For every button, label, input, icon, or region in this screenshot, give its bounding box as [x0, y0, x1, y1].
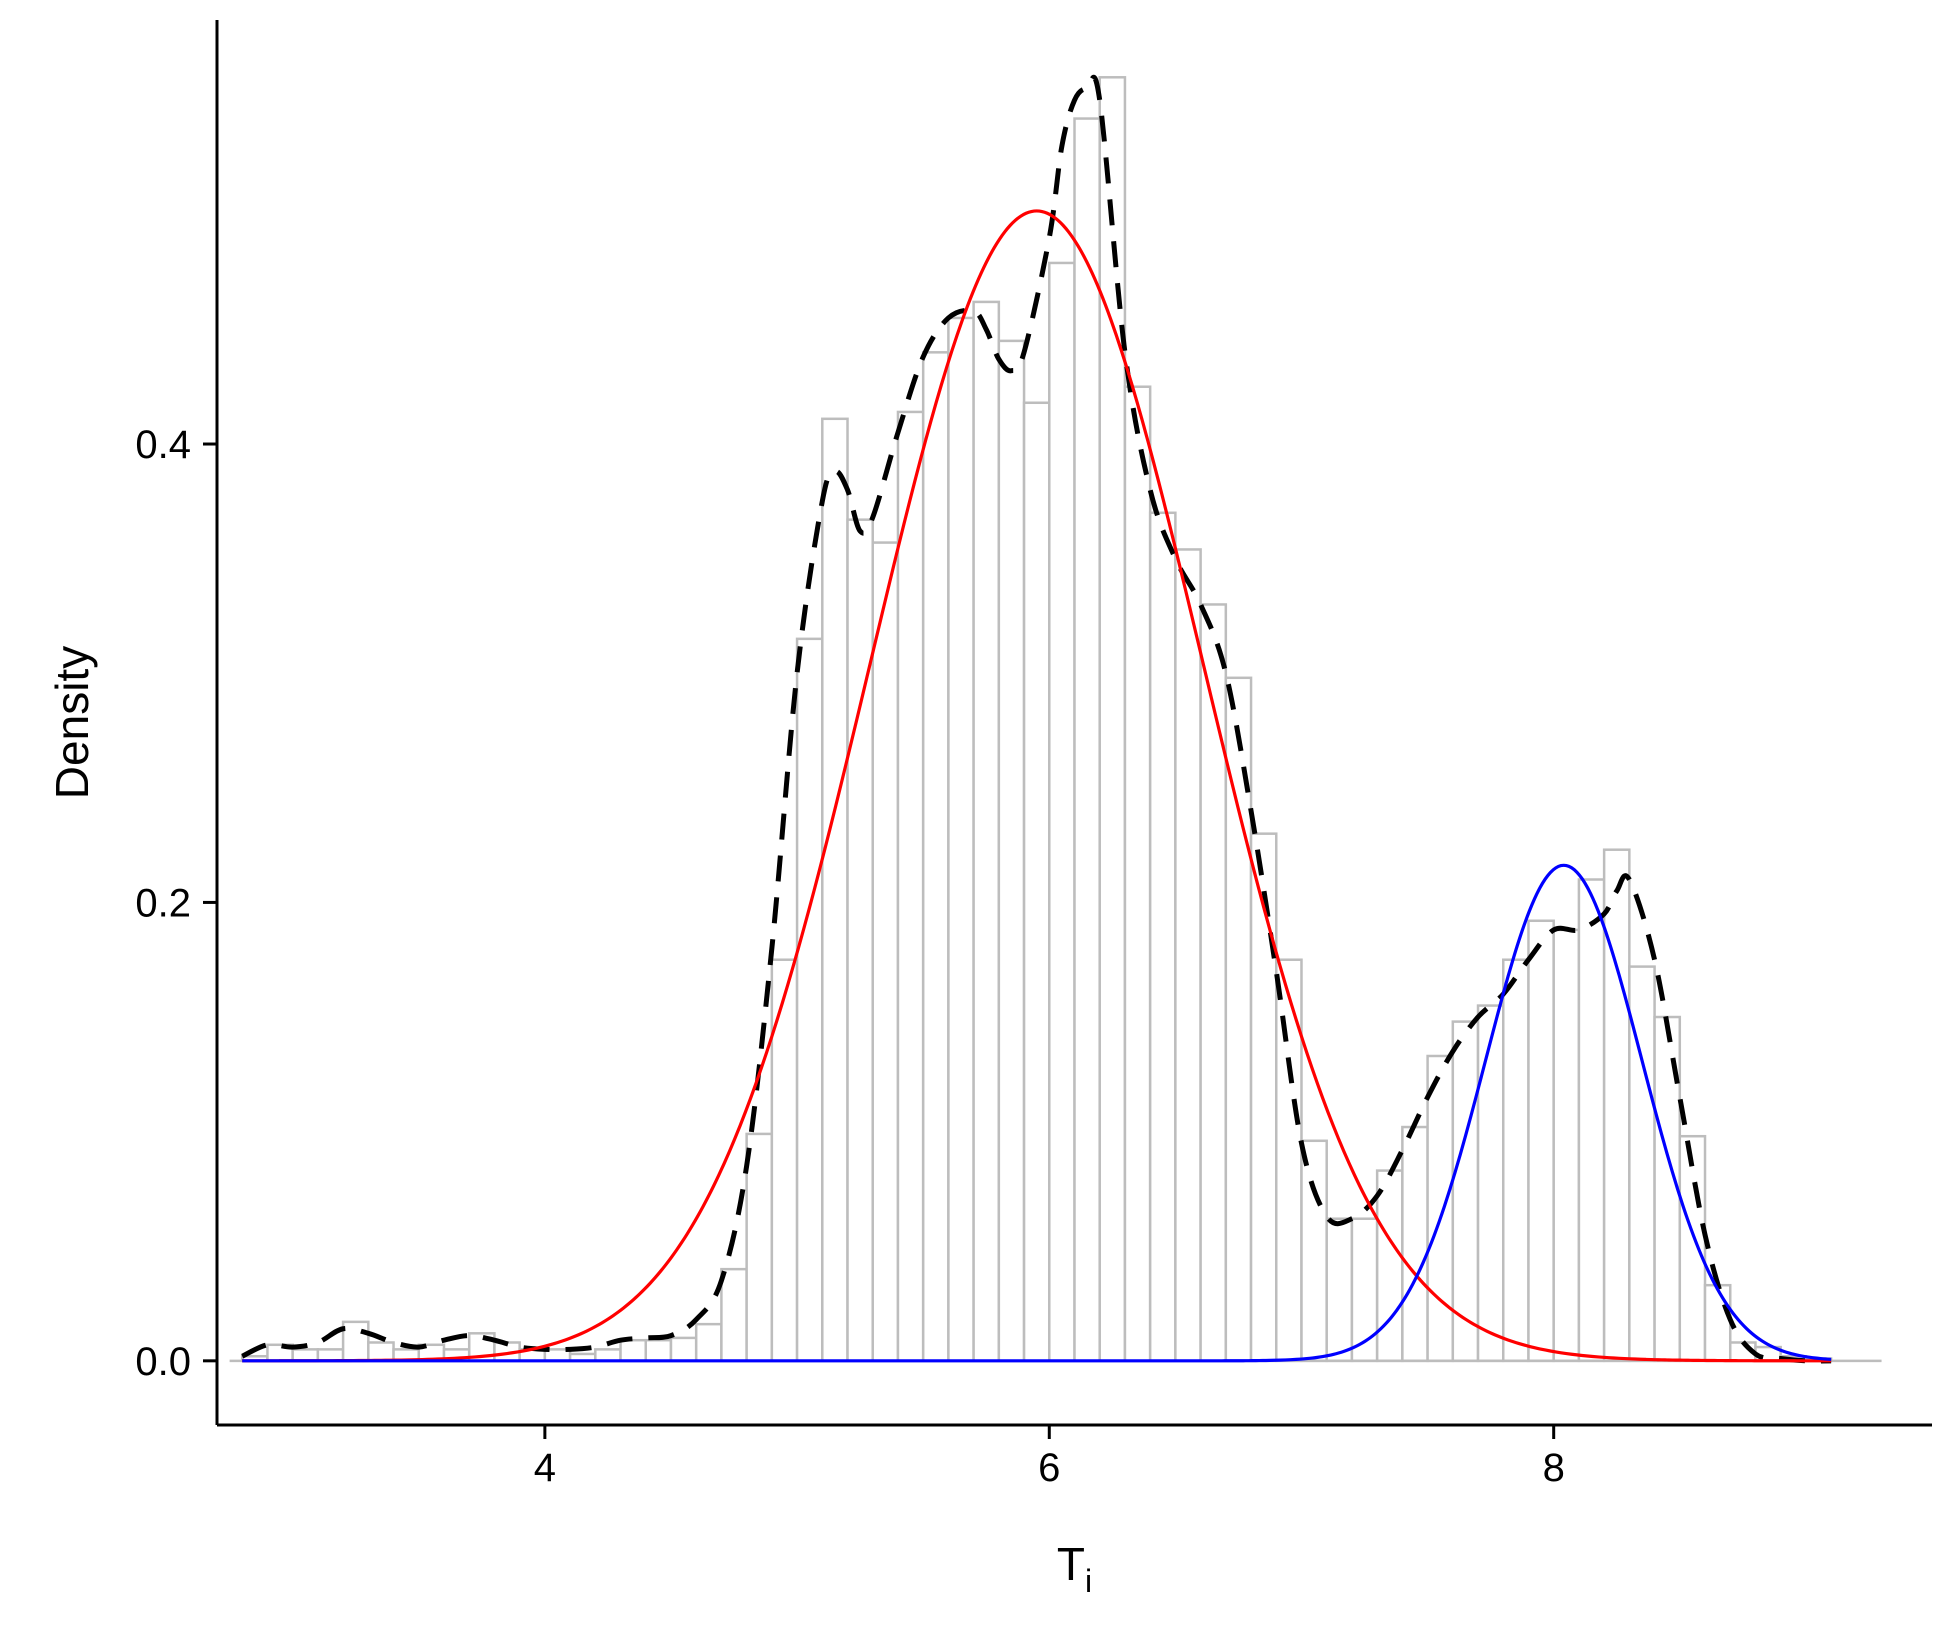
histogram-bar: [1174, 548, 1202, 1363]
histogram-bars: [229, 76, 1882, 1363]
histogram-bar: [619, 1338, 648, 1363]
histogram-bar: [1426, 1054, 1455, 1363]
normal-component-blue-line: [242, 863, 1832, 1363]
histogram-bar: [1199, 603, 1228, 1363]
histogram-bar: [367, 1341, 395, 1363]
histogram-bar: [1653, 1015, 1682, 1363]
histogram-bar: [947, 316, 975, 1363]
x-axis-title: Ti: [1057, 1538, 1092, 1599]
histogram-bar: [1527, 919, 1555, 1363]
histogram-bar: [871, 541, 900, 1363]
histogram-bar: [1098, 76, 1127, 1363]
y-tick-label: 0.0: [135, 1340, 191, 1384]
histogram-bar: [896, 410, 925, 1363]
histogram-bar: [1703, 1283, 1732, 1363]
normal-component-red-line: [242, 209, 1832, 1363]
histogram-bar: [1451, 1020, 1480, 1363]
axes: 4 6 8 0.0 0.2 0.4: [135, 20, 1932, 1490]
histogram-bar: [644, 1338, 673, 1363]
x-axis-title-main: T: [1057, 1538, 1085, 1590]
density-curves: [241, 74, 1832, 1364]
histogram-bar: [1300, 1139, 1328, 1363]
histogram-bar: [1678, 1134, 1707, 1363]
histogram-bar: [1476, 1004, 1505, 1363]
x-axis-ticks: 4 6 8: [534, 1425, 1565, 1490]
histogram-bar: [1602, 848, 1631, 1363]
histogram-bar: [341, 1320, 370, 1363]
histogram-bar: [1350, 1217, 1379, 1363]
histogram-bar: [1577, 878, 1606, 1363]
histogram-bar: [821, 417, 849, 1363]
histogram-bar: [594, 1348, 622, 1363]
x-tick-label: 4: [534, 1446, 556, 1490]
y-axis-ticks: 0.0 0.2 0.4: [135, 423, 217, 1384]
histogram-bar: [972, 300, 1001, 1363]
histogram-bar: [745, 1132, 774, 1363]
histogram-bar: [669, 1336, 698, 1363]
y-axis-title: Density: [46, 646, 98, 799]
y-tick-label: 0.4: [135, 423, 191, 467]
x-tick-label: 8: [1543, 1446, 1565, 1490]
histogram-bar: [1123, 385, 1152, 1363]
histogram-bar: [1325, 1217, 1354, 1363]
histogram-bar: [1048, 261, 1076, 1363]
histogram-bar: [1401, 1125, 1429, 1363]
histogram-bar: [720, 1267, 748, 1363]
histogram-bar: [997, 339, 1026, 1363]
histogram-bar: [694, 1322, 723, 1363]
histogram-bar: [291, 1348, 320, 1363]
histogram-bar: [1552, 928, 1581, 1363]
histogram-bar: [1502, 958, 1530, 1363]
histogram-bar: [1022, 401, 1051, 1363]
x-tick-label: 6: [1038, 1446, 1060, 1490]
histogram-bar: [846, 518, 874, 1363]
x-axis-title-subscript: i: [1085, 1563, 1092, 1599]
histogram-bar: [795, 637, 824, 1363]
histogram-bar: [1073, 117, 1101, 1363]
kernel-density-line: [241, 74, 1832, 1364]
histogram-bar: [1375, 1169, 1404, 1363]
y-tick-label: 0.2: [135, 881, 191, 925]
histogram-bar: [921, 351, 950, 1363]
histogram-bar: [1148, 511, 1177, 1363]
